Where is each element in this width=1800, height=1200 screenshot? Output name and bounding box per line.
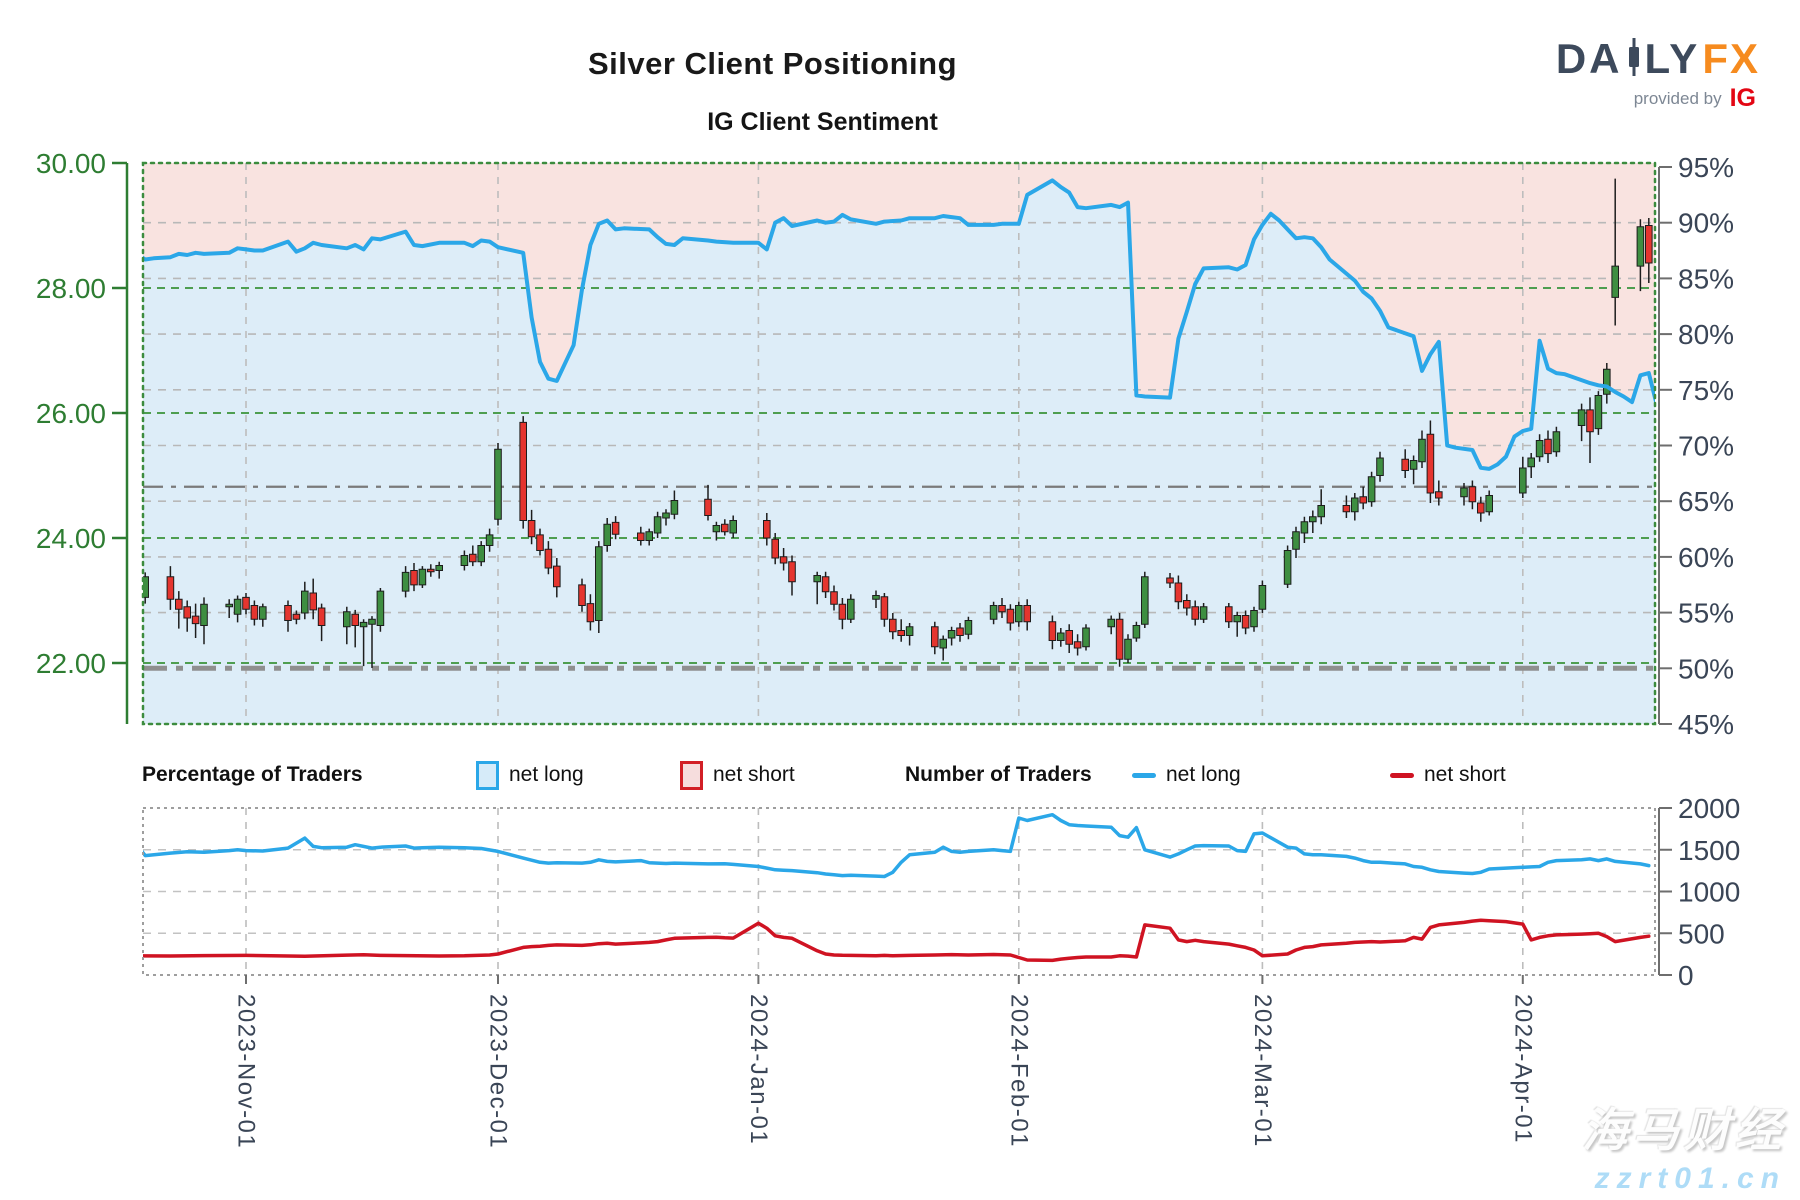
net-long-line-label: net long — [1166, 763, 1241, 786]
svg-text:55%: 55% — [1678, 598, 1734, 629]
svg-text:1500: 1500 — [1678, 835, 1740, 866]
logo-text-da: DA — [1555, 35, 1623, 82]
logo-text-ly: LY — [1644, 35, 1701, 82]
svg-text:500: 500 — [1678, 918, 1725, 949]
watermark-chinese: 海马财经 — [1582, 1104, 1786, 1156]
svg-text:24.00: 24.00 — [36, 523, 106, 554]
svg-text:2023-Dec-01: 2023-Dec-01 — [485, 994, 512, 1149]
net-short-label: net short — [713, 763, 795, 786]
main-chart-border — [141, 161, 1657, 726]
svg-text:60%: 60% — [1678, 542, 1734, 573]
net-short-swatch-icon — [680, 760, 703, 790]
dailyfx-logo: DA LY FX provided by IG — [1556, 38, 1760, 111]
chart-title: IG Client Sentiment — [707, 108, 938, 136]
svg-text:95%: 95% — [1678, 152, 1734, 183]
legend-num-net-long: net long — [1132, 760, 1241, 790]
logo-candlestick-icon — [1628, 38, 1640, 80]
silver-price-candles — [143, 178, 1653, 668]
legend-pct-net-long: net long — [476, 760, 584, 790]
legend-number-of-traders: Number of Traders — [905, 760, 1092, 790]
svg-text:2023-Nov-01: 2023-Nov-01 — [233, 994, 260, 1149]
legend-section-number: Number of Traders — [905, 763, 1092, 786]
net-short-line-icon — [1390, 772, 1414, 778]
bottom-chart-border — [142, 807, 1656, 976]
svg-text:0: 0 — [1678, 960, 1694, 991]
page-title: Silver Client Positioning — [587, 46, 958, 81]
reference-lines — [143, 485, 1655, 671]
date-axis: 2023-Nov-01 2023-Dec-01 2024-Jan-01 2024-Fe… — [233, 975, 1536, 1149]
svg-text:85%: 85% — [1678, 263, 1734, 294]
svg-text:50%: 50% — [1678, 653, 1734, 684]
watermark: 海马财经 zzrt01.cn — [1582, 1094, 1786, 1196]
legend-percentage-of-traders: Percentage of Traders — [142, 760, 363, 790]
svg-text:75%: 75% — [1678, 375, 1734, 406]
svg-text:2024-Jan-01: 2024-Jan-01 — [745, 994, 772, 1145]
svg-text:30.00: 30.00 — [36, 148, 106, 179]
svg-text:22.00: 22.00 — [36, 648, 106, 679]
svg-text:1000: 1000 — [1678, 877, 1740, 908]
svg-text:70%: 70% — [1678, 431, 1734, 462]
legend-num-net-short: net short — [1390, 760, 1506, 790]
net-short-line-label: net short — [1424, 763, 1506, 786]
logo-provided-by: provided by — [1633, 89, 1722, 108]
svg-text:45%: 45% — [1678, 709, 1734, 740]
net-long-percentage-line — [143, 178, 1655, 471]
net-long-label: net long — [509, 763, 584, 786]
percentage-axis: 95% 90% 85% 80% 75% 70% 65% 60% 55% 50% 45% — [1658, 152, 1734, 740]
svg-text:2000: 2000 — [1678, 793, 1740, 824]
watermark-url: zzrt01.cn — [1594, 1162, 1786, 1195]
svg-text:26.00: 26.00 — [36, 398, 106, 429]
trader-count-axis: 2000 1500 1000 500 0 — [1658, 793, 1740, 991]
legend-section-percentage: Percentage of Traders — [142, 763, 363, 786]
svg-text:65%: 65% — [1678, 486, 1734, 517]
svg-text:2024-Feb-01: 2024-Feb-01 — [1005, 994, 1032, 1148]
number-of-traders-lines — [143, 812, 1651, 963]
bottom-chart-gridlines — [143, 808, 1655, 975]
price-axis: 30.00 28.00 26.00 24.00 22.00 — [36, 148, 129, 724]
logo-text-fx: FX — [1702, 35, 1760, 82]
net-long-line-icon — [1132, 772, 1156, 778]
net-long-swatch-icon — [476, 760, 499, 790]
sentiment-shaded-areas — [143, 163, 1655, 724]
legend-pct-net-short: net short — [680, 760, 795, 790]
svg-text:28.00: 28.00 — [36, 273, 106, 304]
ig-logo: IG — [1729, 84, 1756, 112]
svg-text:90%: 90% — [1678, 208, 1734, 239]
svg-text:2024-Apr-01: 2024-Apr-01 — [1509, 994, 1536, 1144]
svg-text:80%: 80% — [1678, 319, 1734, 350]
svg-text:2024-Mar-01: 2024-Mar-01 — [1249, 994, 1276, 1148]
